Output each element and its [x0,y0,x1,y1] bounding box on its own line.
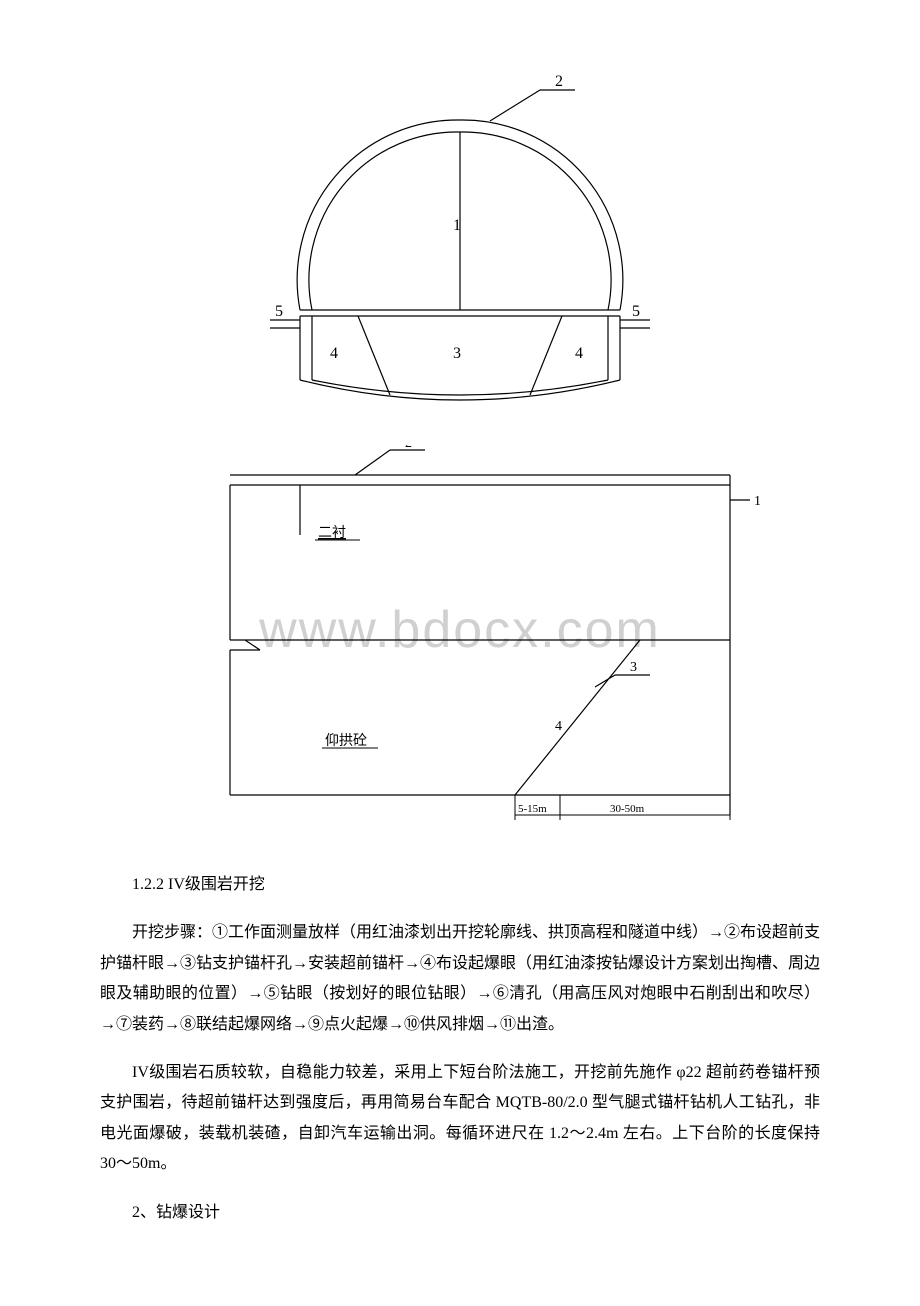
diag-l [358,316,390,395]
section-2-title: 2、钻爆设计 [100,1198,820,1228]
label-5r: 5 [632,303,640,320]
method-para: IV级围岩石质较软，自稳能力较差，采用上下短台阶法施工，开挖前先施作 φ22 超… [100,1058,820,1180]
long-label-1: 1 [754,494,760,509]
long-leader-3 [595,675,615,687]
bench-slope [515,640,640,795]
long-label-2: 2 [405,445,412,451]
leader-2 [490,90,540,121]
label-4r: 4 [575,345,583,362]
cross-section-svg: 2 1 5 4 3 [180,60,740,420]
label-3: 3 [453,345,461,362]
lining-label: 二衬 [318,525,346,541]
label-4l: 4 [330,345,338,362]
excavation-steps-para: 开挖步骤：①工作面测量放样（用红油漆划出开挖轮廓线、拱顶高程和隧道中线）→②布设… [100,918,820,1040]
section-1-2-2-title: 1.2.2 IV级围岩开挖 [100,870,820,900]
page: www.bdocx.com 2 1 [0,0,920,1306]
label-2: 2 [555,73,563,90]
tunnel-longitudinal-diagram: 2 1 二衬 3 4 仰拱砼 [160,445,760,850]
invert-outer [300,380,620,400]
label-1: 1 [453,217,461,234]
invert-label: 仰拱砼 [325,733,367,749]
longitudinal-svg: 2 1 二衬 3 4 仰拱砼 [160,445,760,845]
tunnel-cross-section-diagram: 2 1 5 4 3 [180,60,740,425]
invert-inner [312,380,608,395]
label-5l: 5 [275,303,283,320]
long-label-4: 4 [555,719,562,734]
dim-right-text: 30-50m [610,803,645,815]
step-slope [245,640,260,650]
dim-left-text: 5-15m [518,803,547,815]
long-leader-2 [355,450,390,475]
long-label-3: 3 [630,660,637,675]
diag-r [530,316,562,395]
